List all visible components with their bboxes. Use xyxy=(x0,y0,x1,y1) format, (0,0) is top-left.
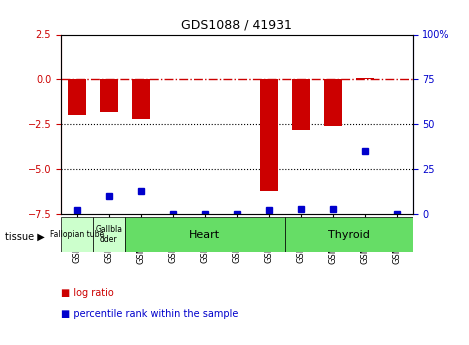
Text: Fallopian tube: Fallopian tube xyxy=(50,230,104,239)
Text: tissue ▶: tissue ▶ xyxy=(5,231,45,241)
Text: Heart: Heart xyxy=(189,230,220,239)
FancyBboxPatch shape xyxy=(93,217,125,252)
FancyBboxPatch shape xyxy=(125,217,285,252)
FancyBboxPatch shape xyxy=(61,217,93,252)
FancyBboxPatch shape xyxy=(285,217,413,252)
Bar xyxy=(356,78,373,79)
Title: GDS1088 / 41931: GDS1088 / 41931 xyxy=(182,19,292,32)
Text: Thyroid: Thyroid xyxy=(328,230,370,239)
Text: Gallbla
dder: Gallbla dder xyxy=(95,225,122,244)
Bar xyxy=(100,79,118,112)
Bar xyxy=(324,79,341,126)
Bar xyxy=(260,79,278,190)
Text: ■ percentile rank within the sample: ■ percentile rank within the sample xyxy=(61,309,238,319)
Bar xyxy=(132,79,150,119)
Text: ■ log ratio: ■ log ratio xyxy=(61,288,113,298)
Bar xyxy=(68,79,86,115)
Bar xyxy=(292,79,310,130)
